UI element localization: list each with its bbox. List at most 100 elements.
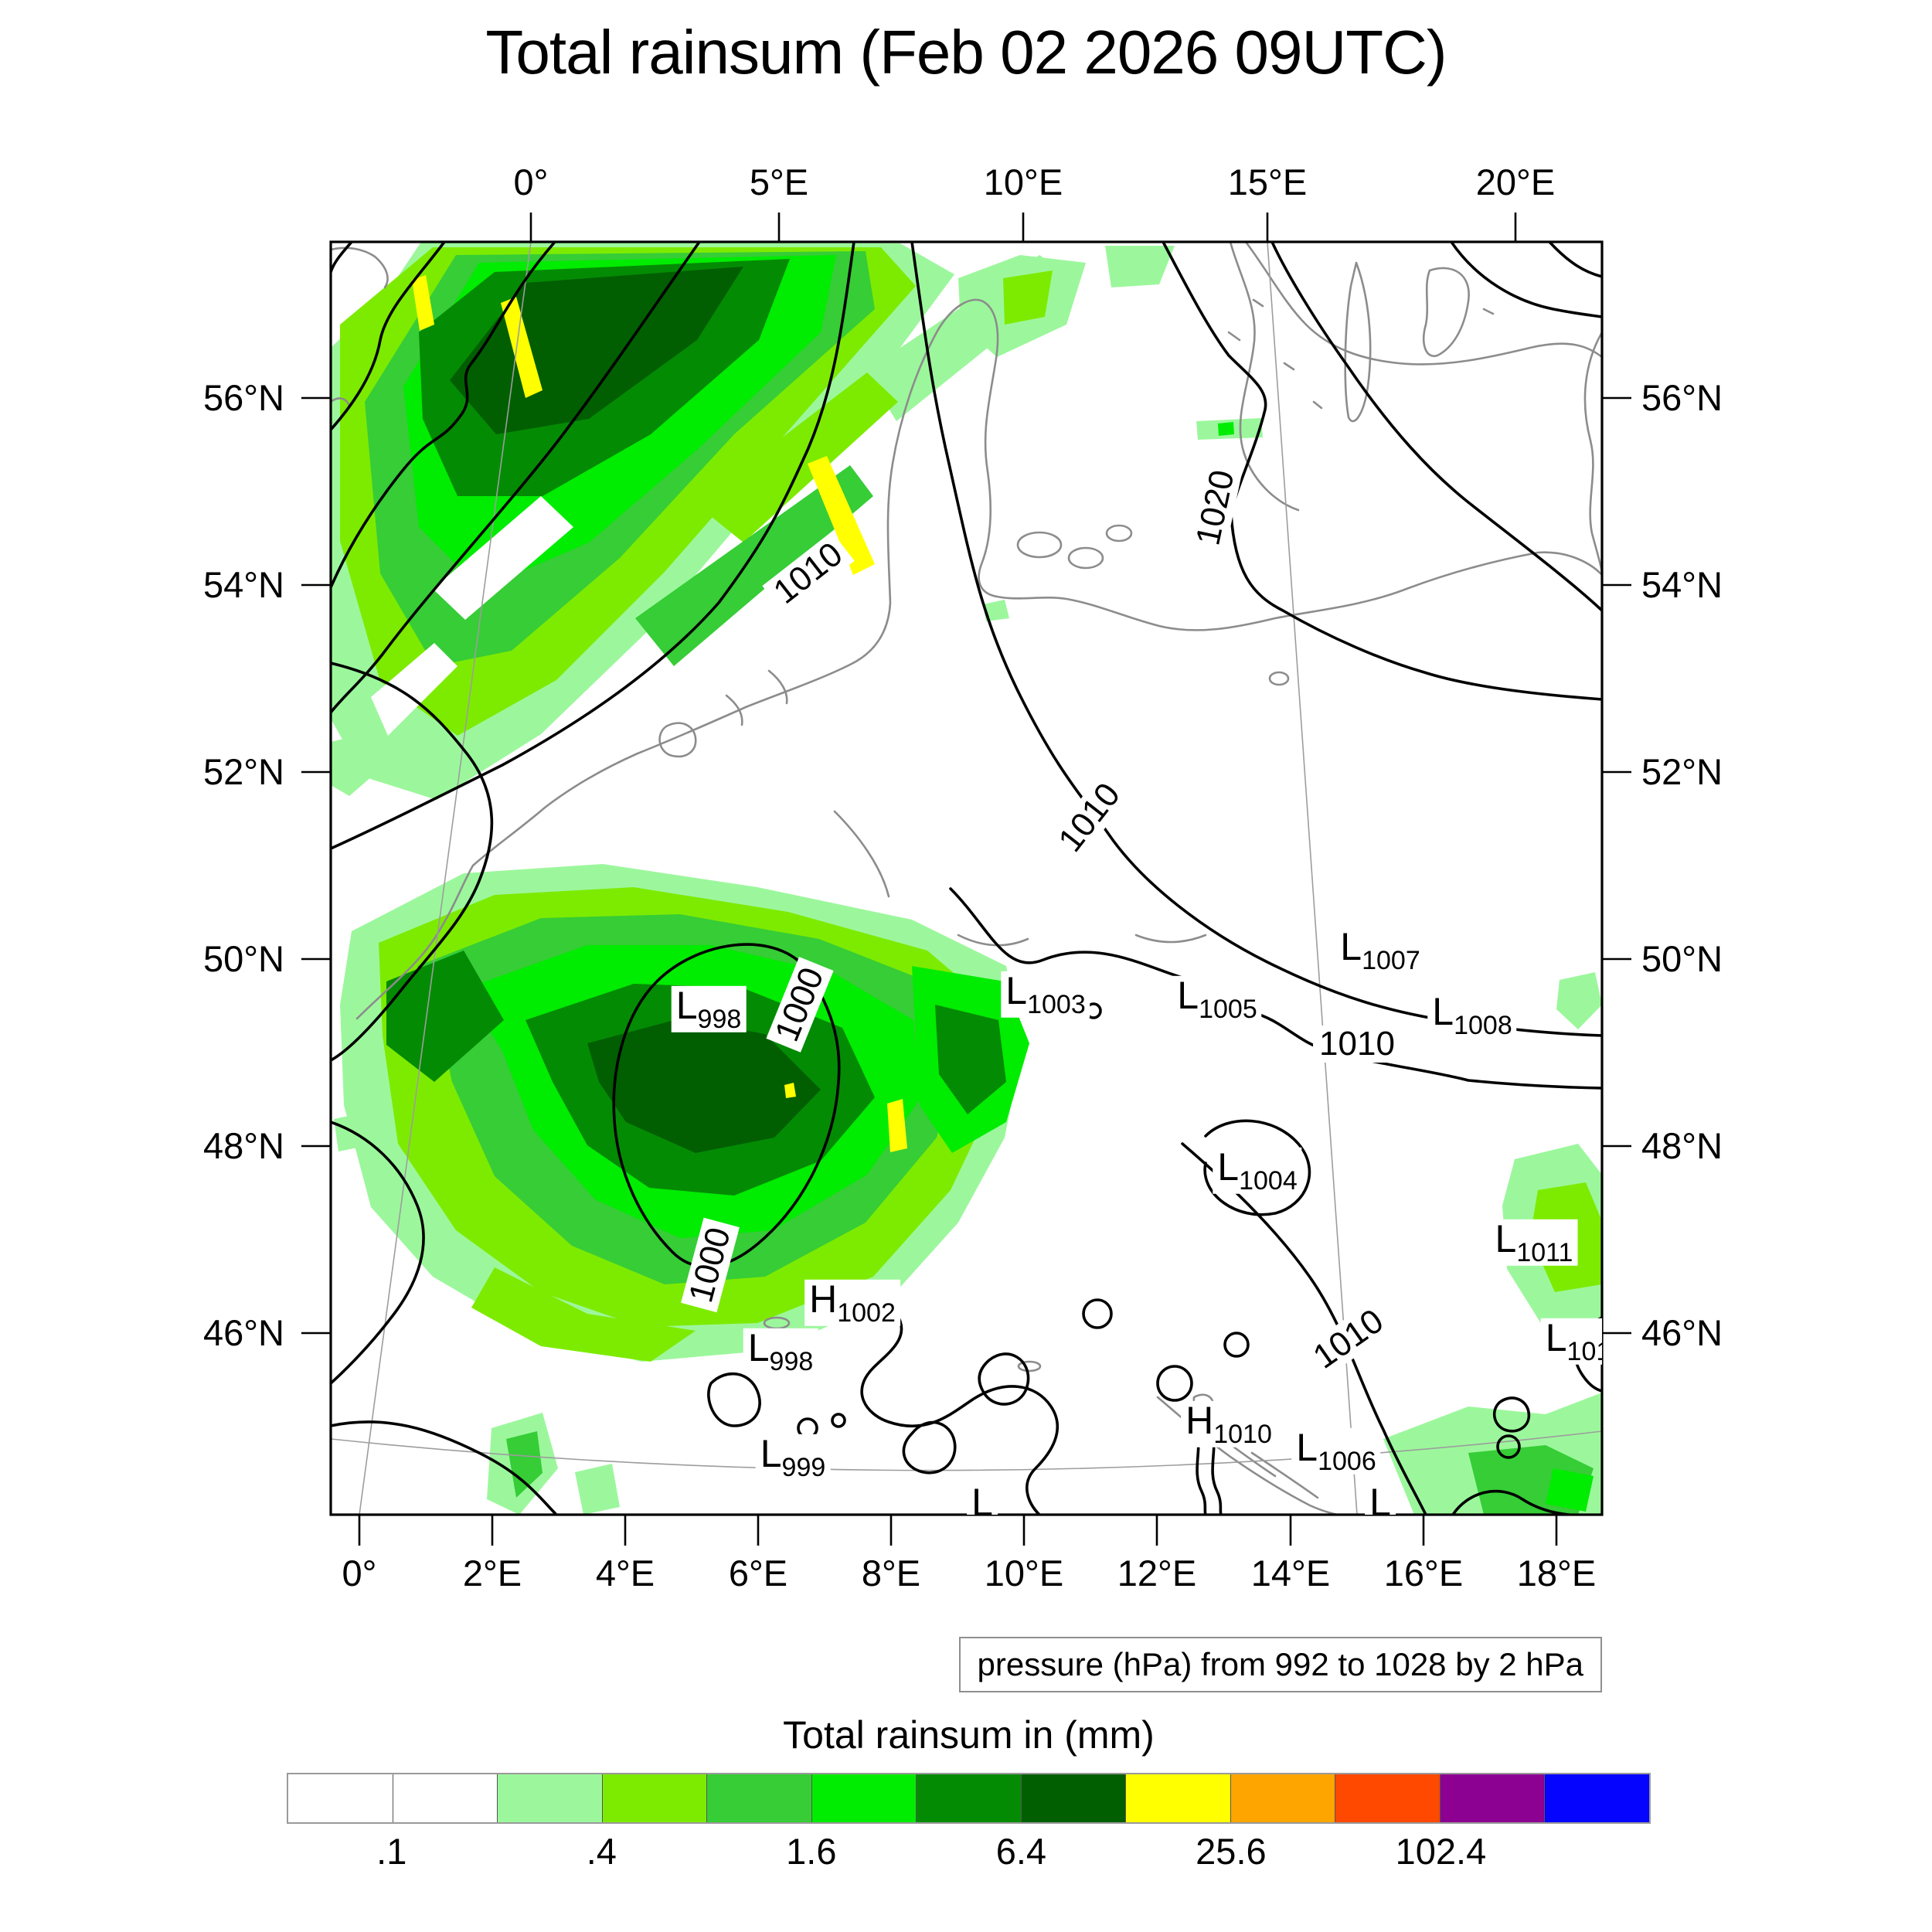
- colorbar-cell: [392, 1774, 498, 1822]
- pressure-value: 1005: [1199, 994, 1257, 1024]
- colorbar-cell: [288, 1774, 393, 1822]
- pressure-value: 998: [697, 1004, 742, 1034]
- colorbar: [287, 1773, 1651, 1824]
- colorbar-cell: [916, 1774, 1021, 1822]
- colorbar-tick-label: 1.6: [786, 1831, 837, 1872]
- pressure-value: 1006: [1318, 1446, 1376, 1476]
- page-title: Total rainsum (Feb 02 2026 09UTC): [485, 18, 1447, 87]
- axis-ticks: [301, 213, 1631, 1546]
- axis-label-left: 56°N: [202, 377, 284, 418]
- pressure-value: 1008: [1454, 1010, 1512, 1040]
- axis-label-left: 48°N: [202, 1125, 284, 1166]
- pressure-letter: L: [1340, 924, 1362, 968]
- axis-label-right: 52°N: [1641, 751, 1723, 792]
- pressure-labels-layer: L998 L1003 L1005 L1007 L1008 L1004 H1002 L998 L9…: [331, 242, 1602, 1515]
- axis-label-bottom: 18°E: [1516, 1553, 1597, 1594]
- pressure-letter: H: [1185, 1398, 1214, 1442]
- isobar-value-label: 1010: [762, 532, 855, 615]
- isobar-value-label: 1000: [766, 957, 834, 1053]
- axis-label-top: 15°E: [1227, 162, 1308, 202]
- axis-label-right: 46°N: [1641, 1312, 1723, 1353]
- pressure-value: 1011: [1516, 1237, 1573, 1267]
- pressure-value: 1002: [837, 1298, 896, 1328]
- colorbar-cell: [811, 1774, 917, 1822]
- pressure-letter: L: [1545, 1315, 1567, 1359]
- pressure-value: 1010: [1213, 1419, 1272, 1449]
- colorbar-cell: [601, 1774, 707, 1822]
- axis-label-left: 52°N: [202, 751, 284, 792]
- pressure-letter: L: [747, 1325, 770, 1369]
- isobar-value-label: 1010: [1301, 1298, 1396, 1380]
- high-pressure-label: H1010: [1181, 1398, 1277, 1449]
- axis-label-bottom: 0°: [342, 1553, 377, 1594]
- axis-label-bottom: 4°E: [595, 1553, 655, 1594]
- axis-label-left: 46°N: [202, 1312, 284, 1353]
- isobar-value-label: 1010: [1048, 771, 1131, 864]
- pressure-value: 1003: [1027, 989, 1086, 1019]
- low-pressure-label: L998: [671, 983, 747, 1034]
- pressure-letter: L: [1495, 1216, 1517, 1260]
- axis-label-top: 0°: [513, 162, 549, 202]
- rain-shading: [331, 242, 1602, 1515]
- pressure-caption-box: pressure (hPa) from 992 to 1028 by 2 hPa: [958, 1637, 1602, 1692]
- pressure-value: 998: [769, 1346, 814, 1376]
- axis-label-left: 54°N: [202, 564, 284, 605]
- colorbar-title: Total rainsum in (mm): [783, 1713, 1155, 1757]
- map-border: [301, 213, 1631, 1546]
- colorbar-cell: [1020, 1774, 1126, 1822]
- axis-label-bottom: 10°E: [984, 1553, 1064, 1594]
- isobar-value-label: 1010: [1313, 1026, 1401, 1063]
- axis-label-left: 50°N: [202, 938, 284, 979]
- coastlines: [331, 242, 1602, 1515]
- pressure-value: 1004: [1239, 1165, 1298, 1196]
- colorbar-tick-label: 25.6: [1196, 1831, 1267, 1872]
- low-pressure-label: L998: [743, 1328, 818, 1375]
- low-pressure-label: L1011: [1490, 1216, 1578, 1267]
- axis-label-bottom: 14°E: [1250, 1553, 1331, 1594]
- pressure-letter: L: [971, 1480, 993, 1515]
- axis-label-right: 54°N: [1641, 564, 1723, 605]
- pressure-letter: L: [1177, 973, 1199, 1017]
- pressure-letter: L: [1005, 968, 1028, 1012]
- low-pressure-label: L1007: [1335, 924, 1425, 975]
- colorbar-tick-label: 102.4: [1395, 1831, 1487, 1872]
- low-pressure-label: L1006: [1291, 1425, 1381, 1476]
- pressure-letter: L: [760, 1431, 782, 1475]
- colorbar-cell: [1125, 1774, 1230, 1822]
- pressure-letter: H: [809, 1277, 838, 1321]
- pressure-value: 999: [781, 1452, 826, 1482]
- axis-label-bottom: 16°E: [1383, 1553, 1464, 1594]
- low-pressure-label: L1004: [1213, 1145, 1302, 1196]
- isobar-value-label: 1000: [681, 1217, 740, 1313]
- colorbar-cell: [1230, 1774, 1335, 1822]
- pressure-letter: L: [675, 983, 698, 1027]
- colorbar-tick-label: .4: [586, 1831, 617, 1872]
- low-pressure-label: L101: [1540, 1315, 1602, 1366]
- axis-label-bottom: 2°E: [462, 1553, 522, 1594]
- axis-label-bottom: 8°E: [861, 1553, 921, 1594]
- colorbar-cell: [1439, 1774, 1545, 1822]
- axis-label-top: 20°E: [1475, 162, 1556, 202]
- pressure-letter: L: [1217, 1145, 1240, 1189]
- low-pressure-label: L: [967, 1480, 998, 1515]
- axis-label-bottom: 12°E: [1117, 1553, 1197, 1594]
- colorbar-cell: [1335, 1774, 1440, 1822]
- pressure-letter: L: [1432, 989, 1454, 1033]
- pressure-letter: L: [1296, 1425, 1318, 1469]
- pressure-caption-text: pressure (hPa) from 992 to 1028 by 2 hPa: [977, 1646, 1583, 1682]
- low-pressure-label: L1008: [1427, 989, 1517, 1040]
- pressure-value: 101: [1566, 1336, 1602, 1366]
- colorbar-tick-label: .1: [376, 1831, 407, 1872]
- low-pressure-label: L999: [755, 1431, 831, 1482]
- axis-label-top: 5°E: [749, 162, 809, 202]
- colorbar-tick-label: 6.4: [995, 1831, 1047, 1872]
- colorbar-cell: [706, 1774, 811, 1822]
- low-pressure-label: L1003: [1001, 971, 1090, 1018]
- high-pressure-label: H1002: [804, 1277, 900, 1328]
- pressure-letter: L: [1369, 1480, 1391, 1515]
- graticule: [331, 242, 1602, 1515]
- low-pressure-label: L1005: [1172, 973, 1262, 1024]
- pressure-value: 1007: [1362, 945, 1420, 975]
- axis-label-top: 10°E: [983, 162, 1063, 202]
